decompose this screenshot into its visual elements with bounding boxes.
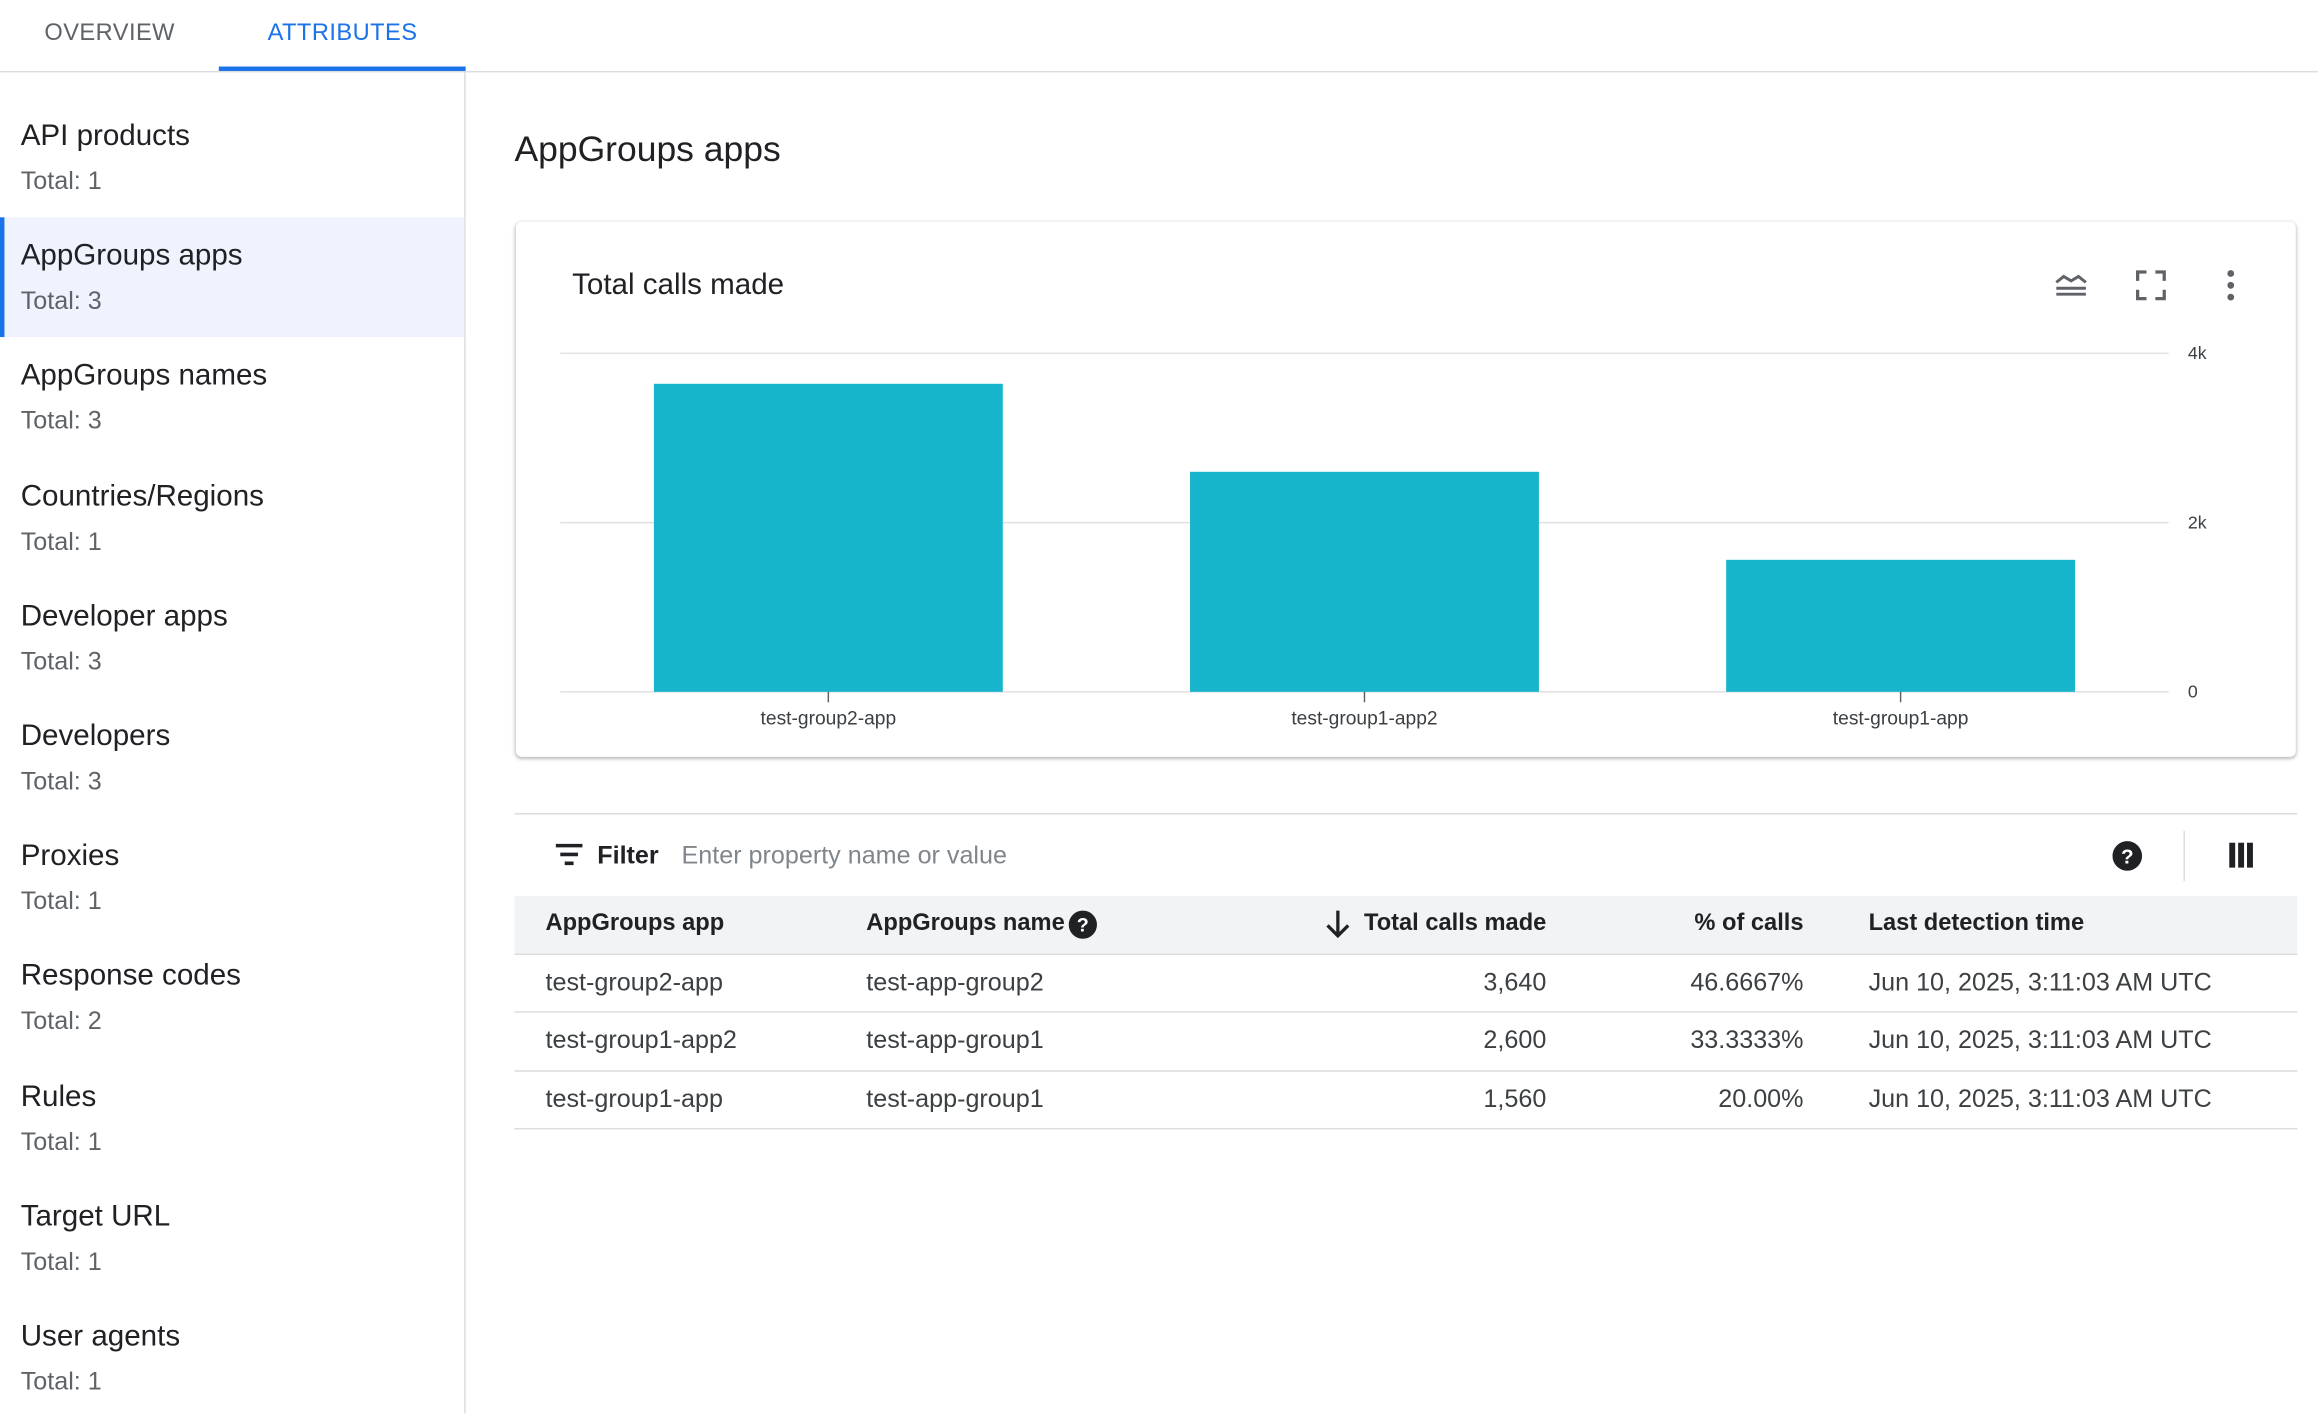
sidebar-item-name[interactable]: Developer apps	[20, 599, 228, 633]
tabs-divider	[0, 70, 2318, 73]
filter-input[interactable]: Enter property name or value	[681, 841, 1007, 870]
column-header[interactable]: Last detection time	[1868, 910, 2085, 936]
sidebar-item-total: Total: 1	[20, 1247, 102, 1276]
column-header[interactable]: Total calls made	[1364, 910, 1547, 936]
table-cell: 1,560	[1483, 1084, 1547, 1113]
toolbar-divider	[2183, 830, 2185, 882]
sidebar-item-name[interactable]: AppGroups names	[20, 359, 268, 393]
sidebar-item-name[interactable]: User agents	[20, 1320, 181, 1353]
table-cell: 2,600	[1483, 1026, 1547, 1055]
more-icon[interactable]	[2213, 268, 2248, 303]
sidebar-item-name[interactable]: Developers	[20, 719, 171, 753]
table-cell: test-group2-app	[545, 968, 723, 997]
table-cell: test-app-group1	[866, 1084, 1044, 1113]
table-cell: test-group1-app2	[545, 1026, 737, 1055]
column-header[interactable]: % of calls	[1694, 910, 1804, 936]
sidebar-item-total: Total: 3	[20, 647, 102, 676]
table-cell: Jun 10, 2025, 3:11:03 AM UTC	[1868, 968, 2212, 997]
table-cell: test-group1-app	[545, 1084, 723, 1113]
filter-label[interactable]: Filter	[597, 841, 659, 870]
tab-active[interactable]: ATTRIBUTES	[267, 20, 418, 46]
sidebar-item-total: Total: 3	[20, 287, 102, 316]
table-cell: 46.6667%	[1690, 968, 1804, 997]
table-cell: 20.00%	[1718, 1084, 1804, 1113]
tab-indicator	[218, 66, 466, 71]
chart-title: Total calls made	[572, 269, 785, 302]
table-cell: test-app-group1	[866, 1026, 1044, 1055]
table-header	[514, 895, 2298, 954]
row-divider	[514, 1069, 2298, 1072]
legend-icon[interactable]	[2053, 268, 2088, 303]
sidebar-item-total: Total: 3	[20, 407, 102, 436]
row-divider	[514, 953, 2298, 955]
sidebar-item-name[interactable]: Rules	[20, 1080, 97, 1113]
row-divider	[514, 1127, 2298, 1130]
sidebar-selected-bar	[0, 217, 5, 338]
column-header[interactable]: AppGroups name	[866, 910, 1065, 936]
y-tick-label: 0	[2188, 682, 2198, 702]
heading: AppGroups apps	[514, 130, 781, 171]
sidebar-item-name[interactable]: Proxies	[20, 839, 120, 873]
sidebar-item-total: Total: 1	[20, 887, 102, 916]
column-help-icon[interactable]: ?	[1067, 909, 1098, 940]
svg-text:?: ?	[1077, 915, 1089, 937]
table-cell: 3,640	[1483, 968, 1547, 997]
table-cell: test-app-group2	[866, 968, 1044, 997]
chart-card: Total calls made 0 2k 4k test-group2-app tes…	[515, 221, 2296, 757]
sidebar-item-total: Total: 3	[20, 767, 102, 796]
chart: 0 2k 4k test-group2-app test-group1-app2 test…	[560, 343, 2207, 729]
sidebar-item-total: Total: 1	[20, 167, 102, 196]
sidebar-item-name[interactable]: AppGroups apps	[20, 239, 243, 273]
sidebar-item-name[interactable]: Target URL	[20, 1200, 171, 1233]
y-tick-label: 2k	[2188, 512, 2207, 532]
sidebar-item-total: Total: 1	[20, 1367, 102, 1396]
tab[interactable]: OVERVIEW	[44, 20, 175, 46]
fullscreen-icon[interactable]	[2133, 268, 2168, 303]
sidebar-selected	[0, 217, 465, 338]
sort-arrow[interactable]	[1323, 908, 1353, 941]
bar	[1190, 471, 1539, 692]
svg-text:?: ?	[2121, 845, 2134, 868]
filter-icon[interactable]	[553, 840, 586, 870]
sidebar-item-name[interactable]: Countries/Regions	[20, 479, 264, 513]
x-tick-label: test-group2-app	[761, 708, 897, 729]
sidebar-item-total: Total: 2	[20, 1007, 102, 1036]
filter-border	[514, 813, 2298, 815]
sidebar-item-total: Total: 1	[20, 1127, 102, 1156]
column-header[interactable]: AppGroups app	[545, 910, 725, 936]
bar	[1726, 559, 2076, 692]
y-tick-label: 4k	[2188, 343, 2207, 363]
bar	[653, 383, 1003, 692]
sidebar-item-name[interactable]: API products	[20, 119, 190, 153]
table-cell: Jun 10, 2025, 3:11:03 AM UTC	[1868, 1084, 2212, 1113]
x-tick-label: test-group1-app	[1833, 708, 1969, 729]
help-icon[interactable]: ?	[2111, 840, 2144, 873]
sidebar-divider	[464, 72, 466, 1414]
columns-icon[interactable]	[2228, 842, 2255, 868]
table-cell: Jun 10, 2025, 3:11:03 AM UTC	[1868, 1026, 2212, 1055]
sidebar-item-name[interactable]: Response codes	[20, 959, 241, 993]
row-divider	[514, 1011, 2298, 1014]
sidebar-item-total: Total: 1	[20, 527, 102, 556]
table-cell: 33.3333%	[1690, 1026, 1804, 1055]
x-tick-label: test-group1-app2	[1291, 708, 1437, 729]
